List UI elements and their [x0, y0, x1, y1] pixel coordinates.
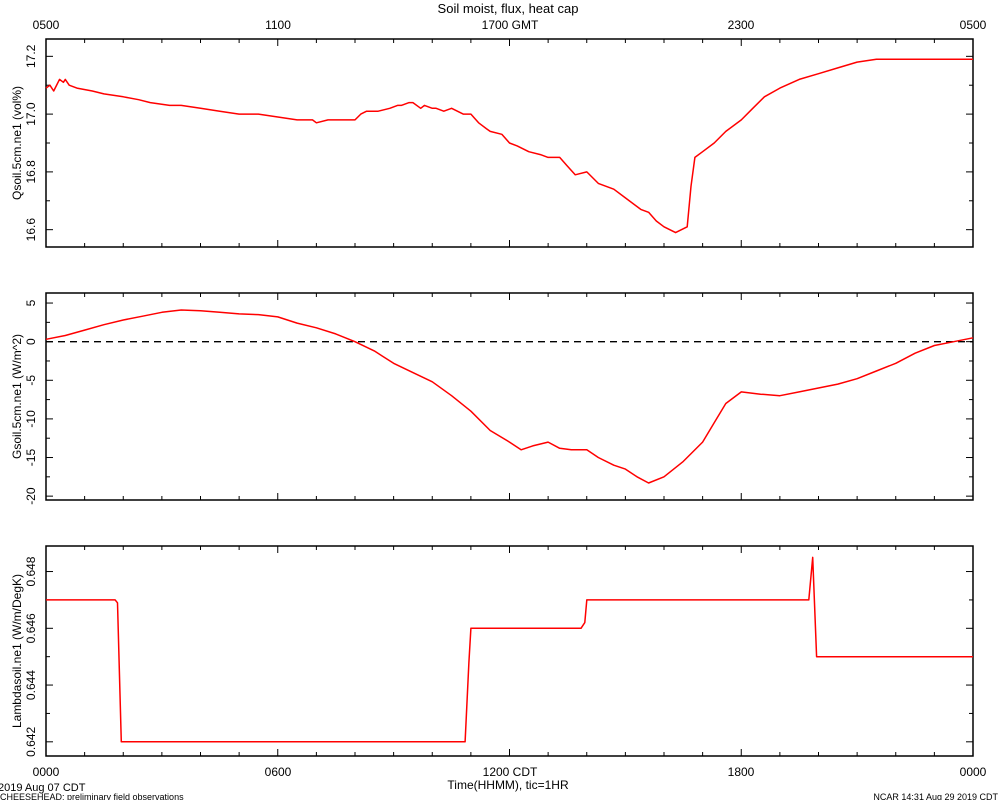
panel-frame: [45, 292, 974, 501]
y-axis-title: Lambdasoil.ne1 (W/m/DegK): [10, 574, 24, 728]
bottom-axis-label: 1800: [728, 765, 755, 779]
chart-title: Soil moist, flux, heat cap: [438, 1, 579, 16]
series-line: [46, 556, 973, 743]
y-tick-label: 16.6: [24, 218, 38, 242]
footer-stamp: NCAR 14:31 Aug 29 2019 CDT: [873, 792, 998, 800]
bottom-axis-label: 0600: [265, 765, 292, 779]
y-tick-label: -5: [24, 375, 38, 386]
top-axis-label: 1700 GMT: [482, 18, 539, 32]
y-axis-title: Gsoil.5cm.ne1 (W/m^2): [10, 334, 24, 459]
x-axis-title: Time(HHMM), tic=1HR: [447, 778, 569, 792]
y-tick-label: 0.648: [24, 556, 38, 586]
bottom-axis-label: 1200 CDT: [483, 765, 538, 779]
top-axis-label: 0500: [33, 18, 60, 32]
series-line: [45, 58, 973, 234]
bottom-time-axis: 0000 0600 1200 CDT 1800 0000 Time(HHMM),…: [33, 765, 987, 792]
y-tick-label: 0: [24, 338, 38, 345]
y-tick-label: -20: [24, 487, 38, 505]
top-axis-label: 2300: [728, 18, 755, 32]
y-tick-label: 0.642: [24, 726, 38, 756]
panel-frame: [45, 545, 974, 757]
y-tick-label: 0.646: [24, 613, 38, 643]
y-tick-label: 5: [24, 299, 38, 306]
footer-date: 2019 Aug 07 CDT: [0, 782, 86, 794]
footer-project: CHEESEHEAD: preliminary field observatio…: [0, 792, 184, 800]
y-axis-title: Qsoil.5cm.ne1 (vol%): [10, 86, 24, 200]
chart-panel-1: 16.6 16.8 17.0 17.2 Qsoil.5cm.ne1 (vol%): [10, 38, 974, 248]
y-tick-label: -15: [24, 449, 38, 467]
y-tick-label: 0.644: [24, 670, 38, 700]
top-axis-label: 1100: [265, 18, 291, 32]
y-tick-label: 17.2: [24, 44, 38, 68]
top-time-axis: 0500 1100 1700 GMT 2300 0500: [33, 18, 987, 32]
top-axis-label: 0500: [960, 18, 987, 32]
chart-panel-2: 5 0 -5 -10 -15 -20 Gsoil.5cm.ne1 (W/m^2): [10, 292, 974, 505]
y-tick-label: 17.0: [24, 102, 38, 126]
series-line: [45, 309, 974, 484]
bottom-axis-label: 0000: [960, 765, 987, 779]
bottom-axis-label: 0000: [33, 765, 60, 779]
y-tick-label: 16.8: [24, 160, 38, 184]
y-tick-label: -10: [24, 410, 38, 428]
